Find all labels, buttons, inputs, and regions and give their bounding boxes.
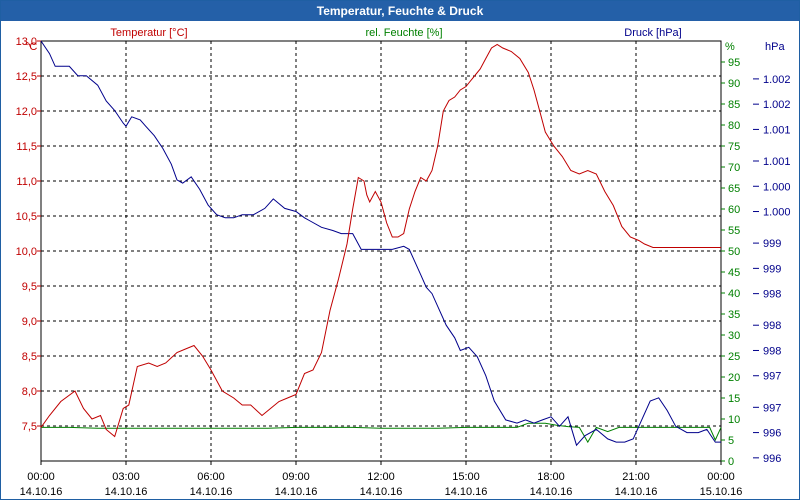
temp-tick-label: 8,0 <box>22 386 37 398</box>
humidity-tick-label: 85 <box>728 99 740 111</box>
temp-tick-label: 12,5 <box>16 71 37 83</box>
temp-tick-label: 7,5 <box>22 421 37 433</box>
pressure-tick-label: 997 <box>763 402 781 414</box>
humidity-tick-label: 45 <box>728 267 740 279</box>
x-tick-date: 14.10.16 <box>615 486 658 498</box>
temp-tick-label: 12,0 <box>16 106 37 118</box>
x-tick-time: 09:00 <box>282 471 310 483</box>
x-tick-time: 15:00 <box>452 471 480 483</box>
pressure-tick-label: 997 <box>763 371 781 383</box>
pressure-unit: hPa <box>765 41 785 53</box>
temp-tick-label: 10,0 <box>16 246 37 258</box>
x-tick-date: 14.10.16 <box>360 486 403 498</box>
temp-tick-label: 11,5 <box>16 141 37 153</box>
temp-axis-title: Temperatur [°C] <box>110 27 187 39</box>
humidity-tick-label: 70 <box>728 162 740 174</box>
temp-tick-label: 11,0 <box>16 176 37 188</box>
pressure-tick-label: 1.002 <box>763 74 791 86</box>
x-tick-time: 03:00 <box>112 471 140 483</box>
x-tick-time: 21:00 <box>622 471 650 483</box>
humidity-tick-label: 75 <box>728 141 740 153</box>
pressure-tick-label: 998 <box>763 345 781 357</box>
x-tick-date: 14.10.16 <box>445 486 488 498</box>
pressure-tick-label: 1.000 <box>763 181 791 193</box>
x-tick-date: 14.10.16 <box>530 486 573 498</box>
pressure-tick-label: 1.000 <box>763 207 791 219</box>
humidity-tick-label: 50 <box>728 246 740 258</box>
humidity-tick-label: 5 <box>728 435 734 447</box>
humidity-tick-label: 30 <box>728 330 740 342</box>
temp-tick-label: 8,5 <box>22 351 37 363</box>
x-tick-date: 14.10.16 <box>190 486 233 498</box>
humidity-tick-label: 90 <box>728 78 740 90</box>
x-tick-date: 14.10.16 <box>105 486 148 498</box>
x-tick-date: 14.10.16 <box>275 486 318 498</box>
temp-tick-label: 9,0 <box>22 316 37 328</box>
x-tick-time: 00:00 <box>27 471 55 483</box>
temp-unit: °C <box>25 41 37 53</box>
pressure-tick-label: 1.001 <box>763 124 791 136</box>
x-tick-date: 15.10.16 <box>700 486 743 498</box>
pressure-tick-label: 998 <box>763 289 781 301</box>
humidity-tick-label: 95 <box>728 57 740 69</box>
temperature-line <box>40 43 721 438</box>
humidity-tick-label: 10 <box>728 414 740 426</box>
pressure-axis-title: Druck [hPa] <box>624 27 681 39</box>
x-tick-time: 00:00 <box>707 471 735 483</box>
temp-tick-label: 9,5 <box>22 281 37 293</box>
x-tick-time: 12:00 <box>367 471 395 483</box>
humidity-tick-label: 15 <box>728 393 740 405</box>
humidity-tick-label: 40 <box>728 288 740 300</box>
humidity-tick-label: 0 <box>728 456 734 468</box>
humidity-tick-label: 60 <box>728 204 740 216</box>
temp-tick-label: 13,0 <box>16 36 37 48</box>
humidity-tick-label: 80 <box>728 120 740 132</box>
pressure-tick-label: 1.002 <box>763 99 791 111</box>
humidity-tick-label: 65 <box>728 183 740 195</box>
humidity-tick-label: 35 <box>728 309 740 321</box>
pressure-tick-label: 996 <box>763 428 781 440</box>
humidity-tick-label: 25 <box>728 351 740 363</box>
pressure-line <box>40 40 721 447</box>
pressure-tick-label: 998 <box>763 320 781 332</box>
pressure-tick-label: 996 <box>763 453 781 465</box>
pressure-tick-label: 999 <box>763 263 781 275</box>
pressure-tick-label: 1.001 <box>763 156 791 168</box>
x-tick-date: 14.10.16 <box>20 486 63 498</box>
humidity-line <box>41 422 722 444</box>
humidity-unit: % <box>725 41 735 53</box>
temp-tick-label: 10,5 <box>16 211 37 223</box>
pressure-tick-label: 999 <box>763 238 781 250</box>
x-tick-time: 18:00 <box>537 471 565 483</box>
x-tick-time: 06:00 <box>197 471 225 483</box>
humidity-tick-label: 55 <box>728 225 740 237</box>
humidity-tick-label: 20 <box>728 372 740 384</box>
humidity-axis-title: rel. Feuchte [%] <box>365 27 442 39</box>
window-title: Temperatur, Feuchte & Druck <box>1 1 799 21</box>
